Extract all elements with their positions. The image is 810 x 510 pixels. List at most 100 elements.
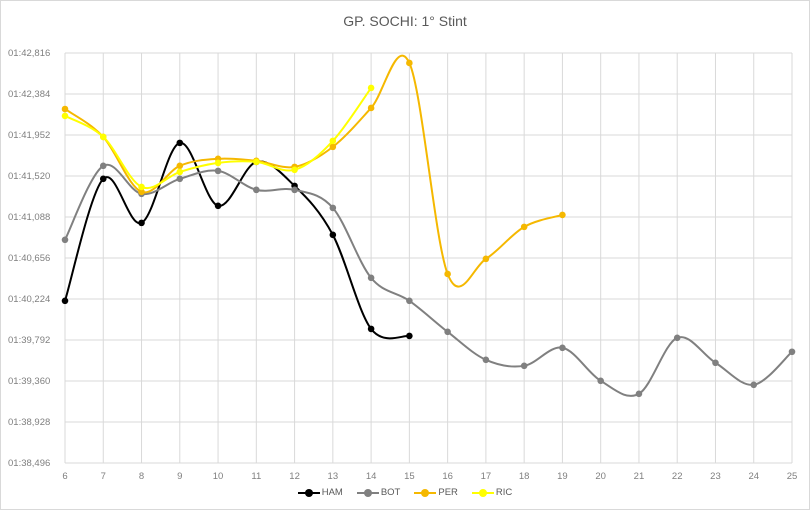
x-tick-label: 13 [328, 471, 339, 482]
y-tick-label: 01:42,816 [8, 48, 50, 59]
data-point-marker [253, 186, 260, 194]
data-point-marker [329, 204, 337, 212]
data-point-marker [520, 362, 528, 370]
series-line [64, 141, 410, 340]
x-tick-label: 15 [404, 471, 415, 482]
legend-label: BOT [380, 487, 401, 498]
y-tick-label: 01:41,520 [8, 171, 50, 182]
x-tick-label: 24 [748, 471, 759, 482]
data-point-marker [61, 297, 69, 305]
data-point-marker [406, 332, 413, 340]
x-tick-label: 11 [251, 471, 261, 482]
legend-item-ric: RIC [471, 487, 513, 498]
x-tick-label: 7 [101, 471, 106, 482]
data-point-marker [329, 137, 337, 145]
legend-item-per: PER [414, 487, 458, 498]
data-point-marker [138, 183, 145, 191]
x-tick-label: 21 [634, 471, 645, 482]
x-tick-label: 20 [595, 471, 606, 482]
x-tick-label: 22 [672, 471, 683, 482]
x-tick-label: 25 [787, 471, 798, 482]
data-point-marker [444, 328, 451, 336]
legend-line-marker-icon [297, 488, 320, 498]
x-tick-label: 23 [710, 471, 721, 482]
data-point-marker [329, 143, 337, 151]
y-tick-label: 01:38,496 [8, 458, 50, 469]
data-point-marker [61, 105, 69, 113]
data-point-marker [99, 162, 107, 170]
data-point-marker [520, 223, 528, 231]
y-tick-label: 01:39,792 [8, 335, 50, 346]
data-point-marker [176, 175, 184, 183]
series-per [61, 54, 566, 288]
y-tick-label: 01:38,928 [8, 417, 50, 428]
data-point-marker [138, 219, 145, 227]
x-tick-label: 18 [519, 471, 530, 482]
data-point-marker [176, 162, 184, 170]
y-tick-label: 01:41,088 [8, 212, 50, 223]
x-tick-label: 12 [289, 471, 300, 482]
chart-legend: HAM BOT PER RIC [0, 487, 810, 498]
data-point-marker [253, 158, 260, 166]
data-point-marker [214, 202, 222, 210]
data-point-marker [367, 325, 375, 333]
data-point-marker [406, 59, 413, 67]
legend-line-marker-icon [414, 488, 437, 498]
series-ham [61, 139, 413, 340]
y-axis-tick-labels: 01:38,496 01:38,928 01:39,360 01:39,792 01:4… [8, 48, 50, 469]
data-series [61, 54, 796, 398]
x-tick-label: 8 [139, 471, 144, 482]
series-ric [61, 84, 375, 191]
data-point-marker [61, 112, 69, 120]
y-tick-label: 01:41,952 [8, 130, 50, 141]
gridlines [64, 52, 793, 464]
x-tick-label: 16 [442, 471, 453, 482]
data-point-marker [559, 344, 566, 352]
data-point-marker [99, 133, 107, 141]
data-point-marker [291, 186, 298, 194]
data-point-marker [214, 167, 222, 175]
data-point-marker [329, 231, 337, 239]
data-point-marker [482, 356, 490, 364]
series-line [64, 54, 563, 288]
data-point-marker [750, 381, 758, 389]
data-point-marker [559, 211, 566, 219]
data-point-marker [673, 334, 681, 342]
series-line [64, 163, 793, 397]
data-point-marker [367, 274, 375, 282]
legend-line-marker-icon [471, 488, 494, 498]
x-tick-label: 19 [557, 471, 568, 482]
data-point-marker [99, 175, 107, 183]
legend-label: RIC [495, 487, 513, 498]
y-tick-label: 01:42,384 [8, 89, 50, 100]
y-tick-label: 01:40,224 [8, 294, 50, 305]
x-tick-label: 9 [177, 471, 182, 482]
x-axis-tick-labels: 6 7 8 9 10 11 12 13 14 15 16 17 18 19 20 21 22 23 24 25 [62, 471, 797, 482]
data-point-marker [482, 255, 490, 263]
x-tick-label: 17 [481, 471, 492, 482]
chart-title: GP. SOCHI: 1° Stint [343, 13, 467, 29]
data-point-marker [444, 270, 451, 278]
x-tick-label: 10 [213, 471, 224, 482]
data-point-marker [788, 348, 796, 356]
data-point-marker [214, 159, 222, 167]
data-point-marker [291, 166, 298, 174]
legend-label: PER [438, 487, 458, 498]
y-tick-label: 01:39,360 [8, 376, 50, 387]
data-point-marker [712, 359, 719, 367]
legend-item-ham: HAM [297, 487, 343, 498]
series-bot [61, 162, 796, 398]
data-point-marker [176, 139, 184, 147]
data-point-marker [176, 168, 184, 176]
x-tick-label: 14 [366, 471, 377, 482]
data-point-marker [635, 390, 643, 398]
data-point-marker [597, 377, 604, 385]
legend-item-bot: BOT [356, 487, 401, 498]
data-point-marker [367, 104, 375, 112]
data-point-marker [406, 297, 413, 305]
legend-label: HAM [321, 487, 343, 498]
legend-line-marker-icon [356, 488, 379, 498]
data-point-marker [61, 236, 69, 244]
